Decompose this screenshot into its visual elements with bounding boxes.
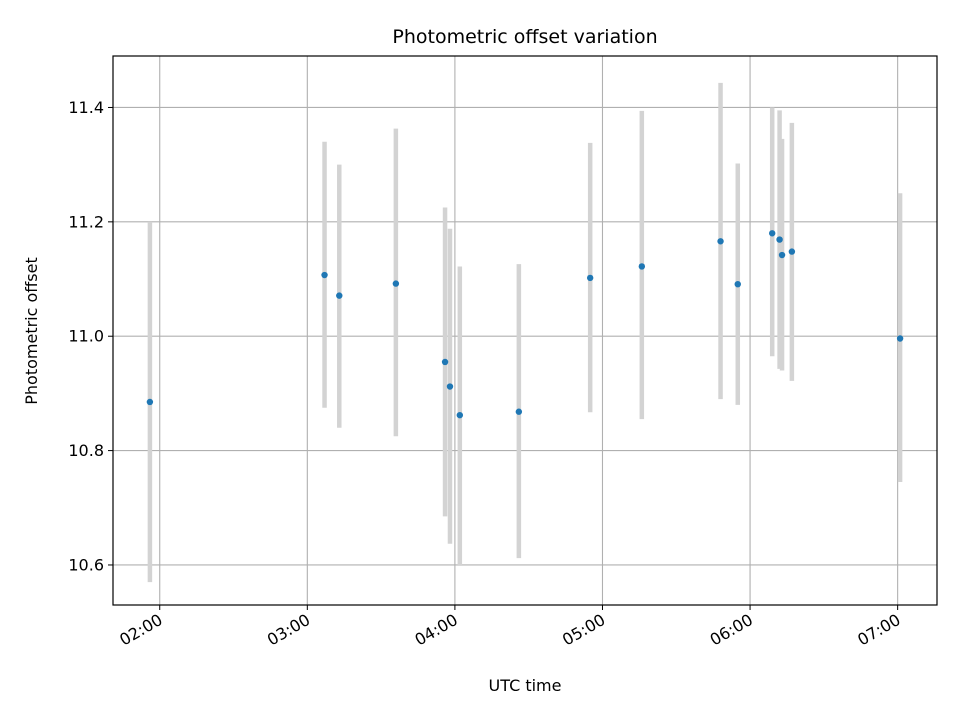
data-point xyxy=(778,251,786,259)
data-point xyxy=(441,358,449,366)
data-point xyxy=(515,408,523,415)
point-layer xyxy=(146,230,904,419)
data-point xyxy=(392,280,400,287)
data-point xyxy=(456,411,464,419)
data-point xyxy=(734,280,741,288)
data-point xyxy=(769,230,776,237)
grid-layer xyxy=(113,56,937,605)
data-point xyxy=(717,238,724,245)
plot-frame xyxy=(112,55,938,606)
y-tick-label: 10.6 xyxy=(68,555,104,574)
y-tick-label: 11.4 xyxy=(68,98,104,117)
data-point xyxy=(146,398,154,406)
data-point xyxy=(896,335,904,342)
data-point xyxy=(638,263,646,270)
data-point xyxy=(776,236,783,243)
chart-title: Photometric offset variation xyxy=(392,26,657,48)
x-axis-label: UTC time xyxy=(489,676,562,695)
y-tick-label: 10.8 xyxy=(68,441,104,460)
data-point xyxy=(321,271,328,279)
y-tick-label: 11.2 xyxy=(68,212,104,231)
data-point xyxy=(336,292,343,299)
data-point xyxy=(446,383,454,390)
data-point xyxy=(586,274,594,282)
y-axis-label: Photometric offset xyxy=(22,257,41,405)
data-point xyxy=(788,248,796,255)
y-tick-label: 11.0 xyxy=(68,327,104,346)
